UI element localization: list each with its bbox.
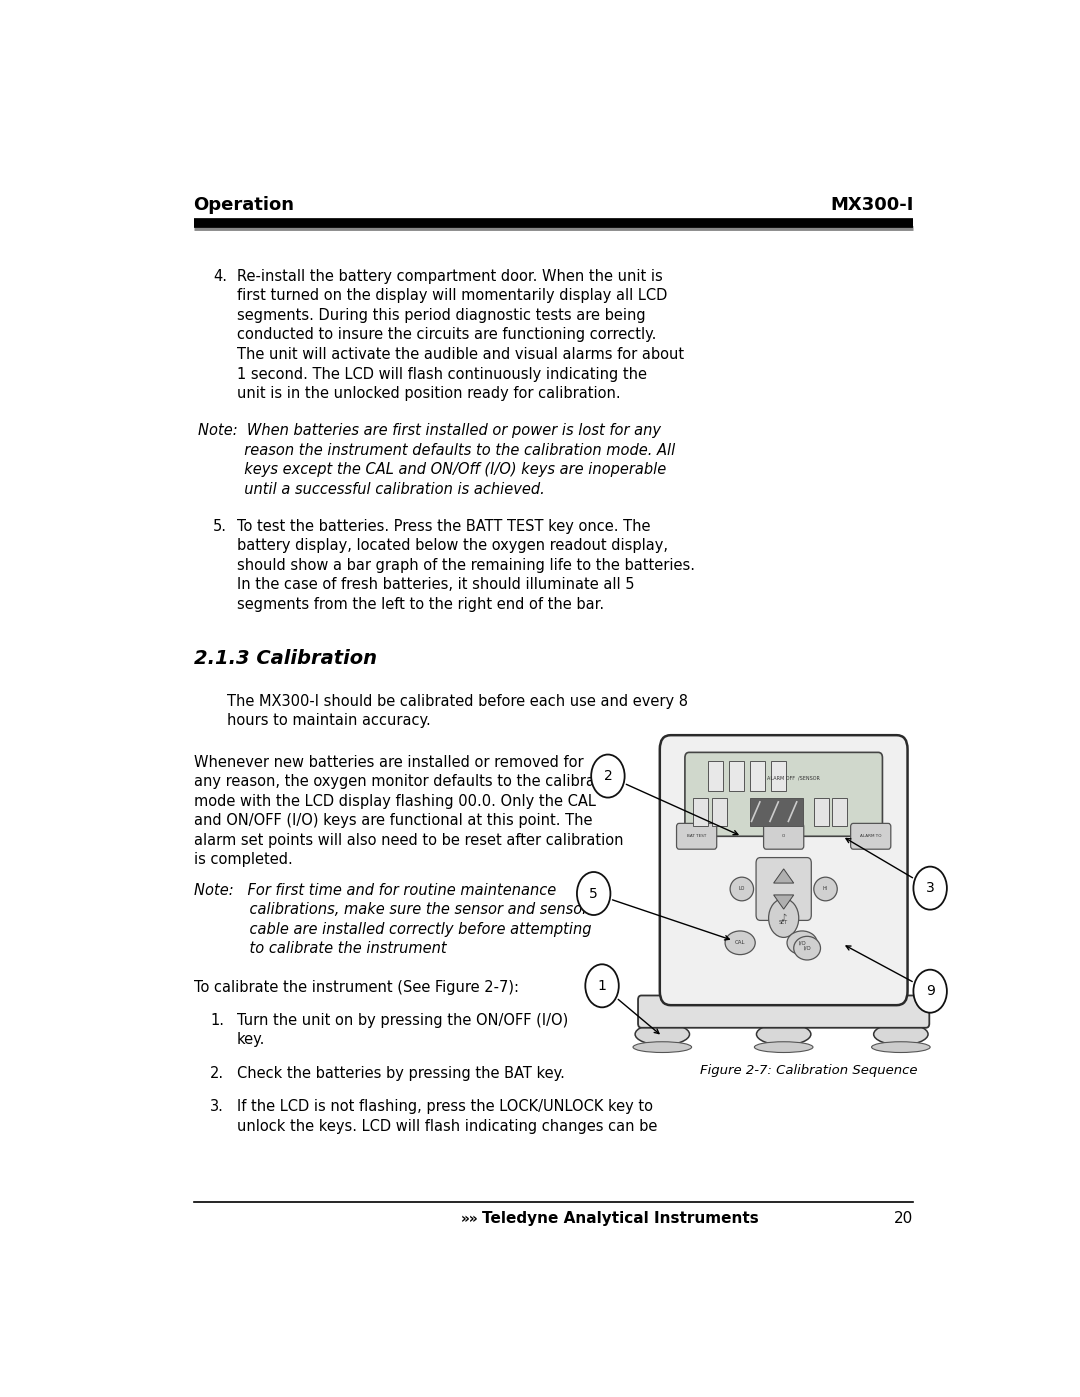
Text: LO: LO xyxy=(739,887,745,891)
Text: 2.1.3 Calibration: 2.1.3 Calibration xyxy=(193,648,377,668)
FancyBboxPatch shape xyxy=(638,996,929,1028)
Text: is completed.: is completed. xyxy=(193,852,293,868)
Text: 1: 1 xyxy=(597,979,607,993)
Text: 1 second. The LCD will flash continuously indicating the: 1 second. The LCD will flash continuousl… xyxy=(238,366,647,381)
Text: 1.: 1. xyxy=(211,1013,225,1028)
Text: Note:   For first time and for routine maintenance: Note: For first time and for routine mai… xyxy=(193,883,556,898)
Text: 2.: 2. xyxy=(211,1066,225,1081)
Text: SET: SET xyxy=(779,919,788,925)
Text: 5: 5 xyxy=(590,887,598,901)
Text: and ON/OFF (I/O) keys are functional at this point. The: and ON/OFF (I/O) keys are functional at … xyxy=(193,813,592,828)
Text: Re-install the battery compartment door. When the unit is: Re-install the battery compartment door.… xyxy=(238,268,663,284)
Polygon shape xyxy=(773,895,794,909)
FancyBboxPatch shape xyxy=(771,760,786,791)
Text: Teledyne Analytical Instruments: Teledyne Analytical Instruments xyxy=(483,1211,759,1227)
Circle shape xyxy=(914,866,947,909)
Ellipse shape xyxy=(725,930,755,954)
Text: O: O xyxy=(782,834,785,838)
Text: Whenever new batteries are installed or removed for: Whenever new batteries are installed or … xyxy=(193,754,583,770)
FancyBboxPatch shape xyxy=(814,798,829,826)
Text: segments. During this period diagnostic tests are being: segments. During this period diagnostic … xyxy=(238,307,646,323)
Text: ALARM OFF  /SENSOR: ALARM OFF /SENSOR xyxy=(767,775,820,781)
FancyBboxPatch shape xyxy=(712,798,727,826)
Ellipse shape xyxy=(787,930,818,954)
Text: keys except the CAL and ON/Off (I/O) keys are inoperable: keys except the CAL and ON/Off (I/O) key… xyxy=(198,462,666,478)
Text: Figure 2-7: Calibration Sequence: Figure 2-7: Calibration Sequence xyxy=(700,1065,918,1077)
Text: 3: 3 xyxy=(926,882,934,895)
Text: conducted to insure the circuits are functioning correctly.: conducted to insure the circuits are fun… xyxy=(238,327,657,342)
Text: BAT TEST: BAT TEST xyxy=(687,834,706,838)
FancyBboxPatch shape xyxy=(851,823,891,849)
FancyBboxPatch shape xyxy=(693,798,708,826)
Text: If the LCD is not flashing, press the LOCK/UNLOCK key to: If the LCD is not flashing, press the LO… xyxy=(238,1099,653,1115)
FancyBboxPatch shape xyxy=(750,760,765,791)
Text: Operation: Operation xyxy=(193,196,295,214)
Circle shape xyxy=(769,898,799,937)
Ellipse shape xyxy=(730,877,754,901)
Text: I/O: I/O xyxy=(804,946,811,951)
Text: unit is in the unlocked position ready for calibration.: unit is in the unlocked position ready f… xyxy=(238,386,621,401)
Text: alarm set points will also need to be reset after calibration: alarm set points will also need to be re… xyxy=(193,833,623,848)
Ellipse shape xyxy=(633,1042,691,1052)
Text: HI: HI xyxy=(823,887,828,891)
Text: 9: 9 xyxy=(926,985,934,999)
Text: To calibrate the instrument (See Figure 2-7):: To calibrate the instrument (See Figure … xyxy=(193,981,518,996)
FancyBboxPatch shape xyxy=(708,760,724,791)
FancyBboxPatch shape xyxy=(729,760,744,791)
Text: key.: key. xyxy=(238,1032,266,1048)
FancyBboxPatch shape xyxy=(833,798,848,826)
Text: 2: 2 xyxy=(604,770,612,784)
Text: ♪: ♪ xyxy=(781,914,787,923)
Text: 4.: 4. xyxy=(213,268,227,284)
Text: In the case of fresh batteries, it should illuminate all 5: In the case of fresh batteries, it shoul… xyxy=(238,577,635,592)
Ellipse shape xyxy=(755,1042,813,1052)
Ellipse shape xyxy=(794,936,821,960)
Text: any reason, the oxygen monitor defaults to the calibration: any reason, the oxygen monitor defaults … xyxy=(193,774,622,789)
FancyBboxPatch shape xyxy=(764,823,804,849)
FancyBboxPatch shape xyxy=(750,798,802,826)
Text: To test the batteries. Press the BATT TEST key once. The: To test the batteries. Press the BATT TE… xyxy=(238,518,650,534)
Text: first turned on the display will momentarily display all LCD: first turned on the display will momenta… xyxy=(238,288,667,303)
Text: 5.: 5. xyxy=(213,518,227,534)
Ellipse shape xyxy=(874,1024,928,1045)
Text: should show a bar graph of the remaining life to the batteries.: should show a bar graph of the remaining… xyxy=(238,557,696,573)
FancyBboxPatch shape xyxy=(685,753,882,837)
Text: calibrations, make sure the sensor and sensor: calibrations, make sure the sensor and s… xyxy=(193,902,588,918)
Text: I/O: I/O xyxy=(798,940,806,946)
Text: unlock the keys. LCD will flash indicating changes can be: unlock the keys. LCD will flash indicati… xyxy=(238,1119,658,1134)
Polygon shape xyxy=(773,869,794,883)
Text: The MX300-I should be calibrated before each use and every 8: The MX300-I should be calibrated before … xyxy=(227,694,688,708)
Text: ALARM TO: ALARM TO xyxy=(860,834,881,838)
Text: until a successful calibration is achieved.: until a successful calibration is achiev… xyxy=(198,482,544,497)
Ellipse shape xyxy=(756,1024,811,1045)
Text: cable are installed correctly before attempting: cable are installed correctly before att… xyxy=(193,922,591,937)
Ellipse shape xyxy=(814,877,837,901)
Text: Check the batteries by pressing the BAT key.: Check the batteries by pressing the BAT … xyxy=(238,1066,565,1081)
FancyBboxPatch shape xyxy=(676,823,717,849)
Text: reason the instrument defaults to the calibration mode. All: reason the instrument defaults to the ca… xyxy=(198,443,675,458)
Text: Note:  When batteries are first installed or power is lost for any: Note: When batteries are first installed… xyxy=(198,423,661,439)
Text: 3.: 3. xyxy=(211,1099,225,1115)
Text: Turn the unit on by pressing the ON/OFF (I/O): Turn the unit on by pressing the ON/OFF … xyxy=(238,1013,568,1028)
Text: CAL: CAL xyxy=(734,940,745,946)
Ellipse shape xyxy=(635,1024,689,1045)
Text: battery display, located below the oxygen readout display,: battery display, located below the oxyge… xyxy=(238,538,669,553)
Text: 20: 20 xyxy=(894,1211,914,1227)
Text: MX300-I: MX300-I xyxy=(831,196,914,214)
Text: »»: »» xyxy=(460,1211,478,1225)
Ellipse shape xyxy=(872,1042,930,1052)
Polygon shape xyxy=(646,986,922,1007)
Text: hours to maintain accuracy.: hours to maintain accuracy. xyxy=(227,714,431,728)
Text: The unit will activate the audible and visual alarms for about: The unit will activate the audible and v… xyxy=(238,346,685,362)
Text: to calibrate the instrument: to calibrate the instrument xyxy=(193,942,446,957)
FancyBboxPatch shape xyxy=(660,735,907,1006)
Circle shape xyxy=(577,872,610,915)
Text: mode with the LCD display flashing 00.0. Only the CAL: mode with the LCD display flashing 00.0.… xyxy=(193,793,595,809)
Text: segments from the left to the right end of the bar.: segments from the left to the right end … xyxy=(238,597,604,612)
FancyBboxPatch shape xyxy=(756,858,811,921)
Circle shape xyxy=(585,964,619,1007)
Circle shape xyxy=(914,970,947,1013)
Circle shape xyxy=(591,754,624,798)
